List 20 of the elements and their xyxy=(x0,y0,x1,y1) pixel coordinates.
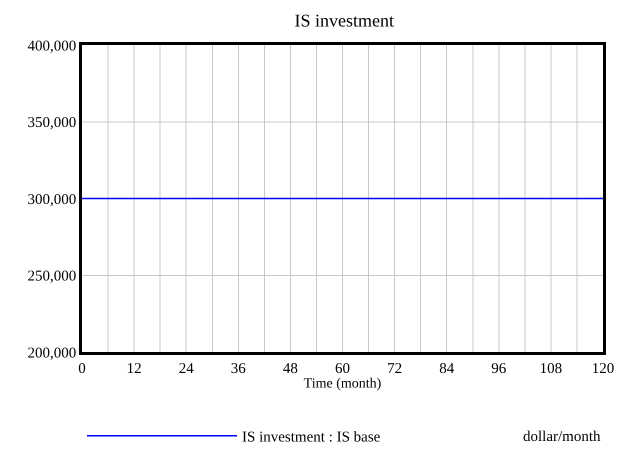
x-tick-label: 12 xyxy=(126,360,142,377)
x-axis-title: Time (month) xyxy=(304,376,382,392)
text: dollar/month xyxy=(523,429,601,445)
x-tick-label: 36 xyxy=(230,360,246,377)
y-tick-label: 200,000 xyxy=(28,345,76,362)
x-tick-label: 84 xyxy=(439,360,455,377)
x-tick-label: 24 xyxy=(178,360,194,377)
y-tick-label: 300,000 xyxy=(28,192,76,208)
x-tick-label: 0 xyxy=(78,360,86,377)
x-tick-label: 120 xyxy=(592,360,614,377)
x-tick-label: 48 xyxy=(282,360,298,377)
x-tick-label: 60 xyxy=(335,360,350,377)
x-tick-label: 72 xyxy=(387,360,402,377)
text: IS investment : IS base xyxy=(242,430,381,446)
y-tick-label: 400,000 xyxy=(28,38,76,54)
x-tick-label: 108 xyxy=(540,360,562,377)
y-tick-label: 350,000 xyxy=(28,115,76,131)
x-tick-label: 96 xyxy=(491,360,507,377)
chart-title: IS investment xyxy=(294,10,394,31)
y-tick-label: 250,000 xyxy=(28,268,76,284)
